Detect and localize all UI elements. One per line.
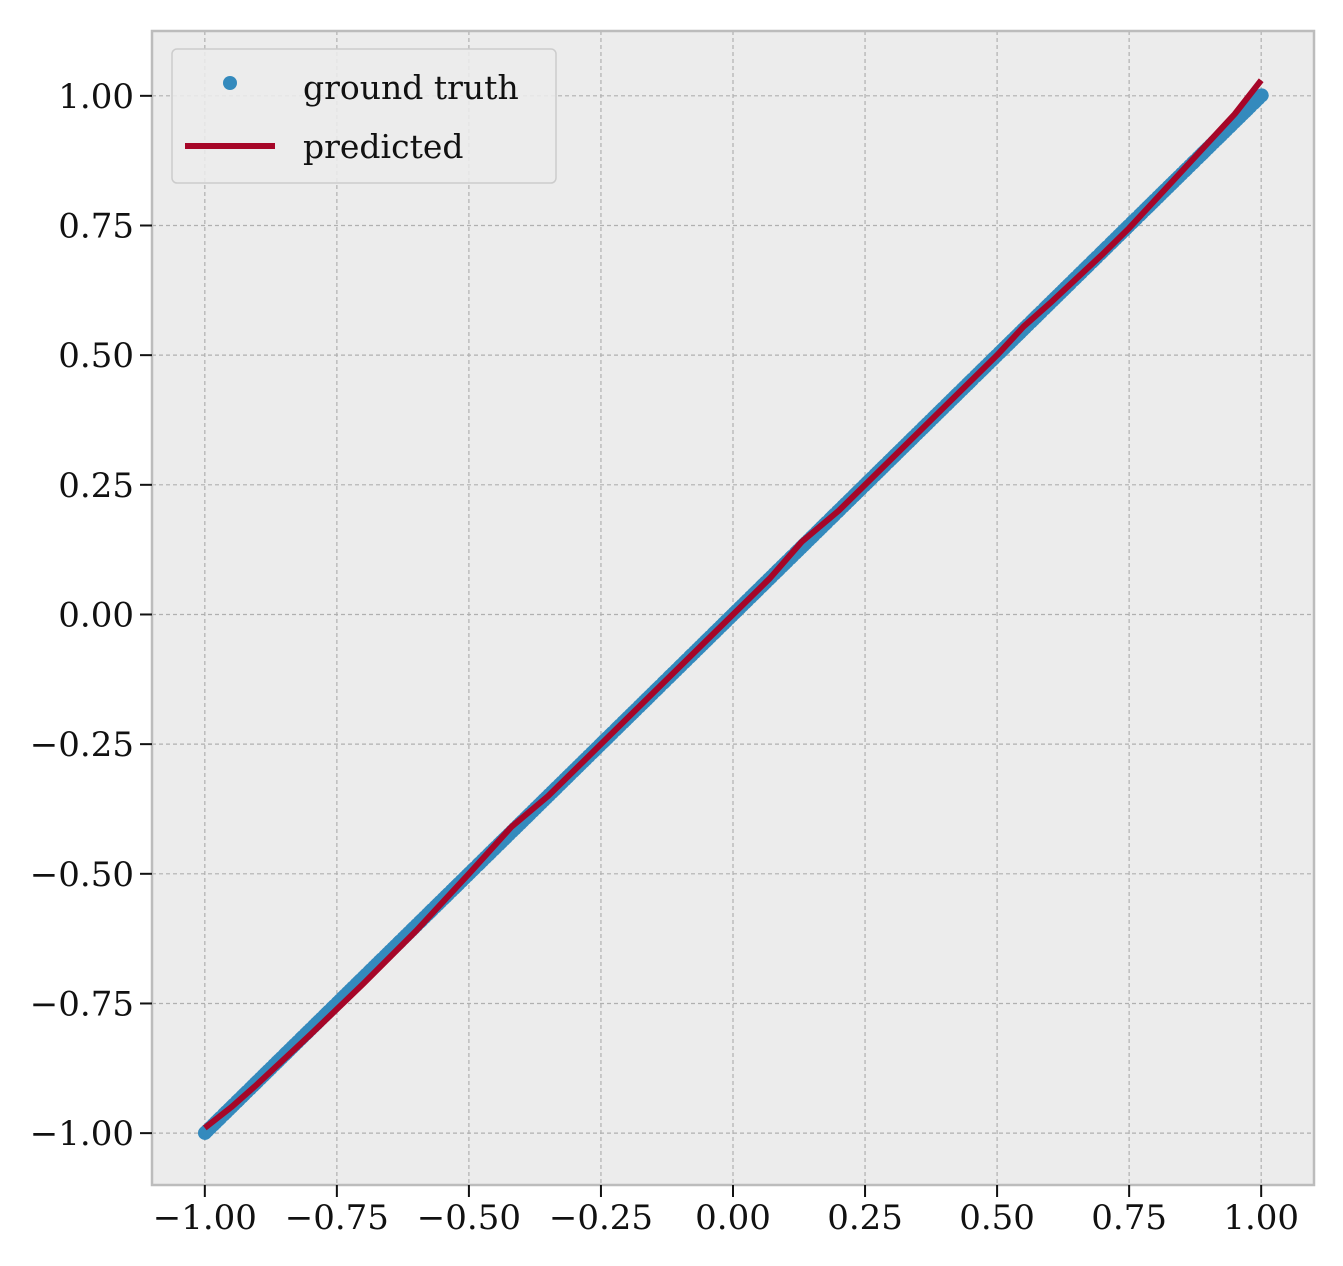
y-tick-label: −0.50	[30, 855, 134, 895]
y-tick-label: 0.00	[58, 595, 134, 635]
y-tick-label: 0.25	[58, 466, 134, 506]
y-tick-label: −0.75	[30, 984, 134, 1024]
x-tick-label: −1.00	[153, 1198, 257, 1238]
legend-label-predicted: predicted	[303, 127, 464, 166]
y-axis: 1.00 0.75 0.50 0.25 0.00 −0.25 −0.50 −0.75 −1.00	[30, 77, 152, 1154]
predicted-line	[202, 78, 1264, 1131]
y-tick-label: 0.50	[58, 336, 134, 376]
x-tick-label: 0.25	[827, 1198, 903, 1238]
legend-label-ground-truth: ground truth	[303, 68, 519, 107]
ground-truth-point	[1254, 88, 1269, 103]
x-tick-label: 1.00	[1223, 1198, 1299, 1238]
x-tick-label: −0.50	[417, 1198, 521, 1238]
legend: ground truth predicted	[171, 48, 557, 184]
legend-marker-ground-truth	[223, 76, 237, 90]
x-axis: −1.00 −0.75 −0.50 −0.25 0.00 0.25 0.50 0.75 1.00	[153, 1185, 1299, 1238]
x-tick-label: 0.75	[1091, 1198, 1167, 1238]
x-tick-label: −0.25	[549, 1198, 653, 1238]
series-predicted	[202, 78, 1264, 1131]
x-tick-label: 0.00	[695, 1198, 771, 1238]
y-tick-label: −0.25	[30, 725, 134, 765]
y-tick-label: −1.00	[30, 1114, 134, 1154]
y-tick-label: 0.75	[58, 206, 134, 246]
legend-box	[171, 48, 557, 184]
x-tick-label: 0.50	[959, 1198, 1035, 1238]
x-tick-label: −0.75	[285, 1198, 389, 1238]
y-tick-label: 1.00	[58, 77, 134, 117]
